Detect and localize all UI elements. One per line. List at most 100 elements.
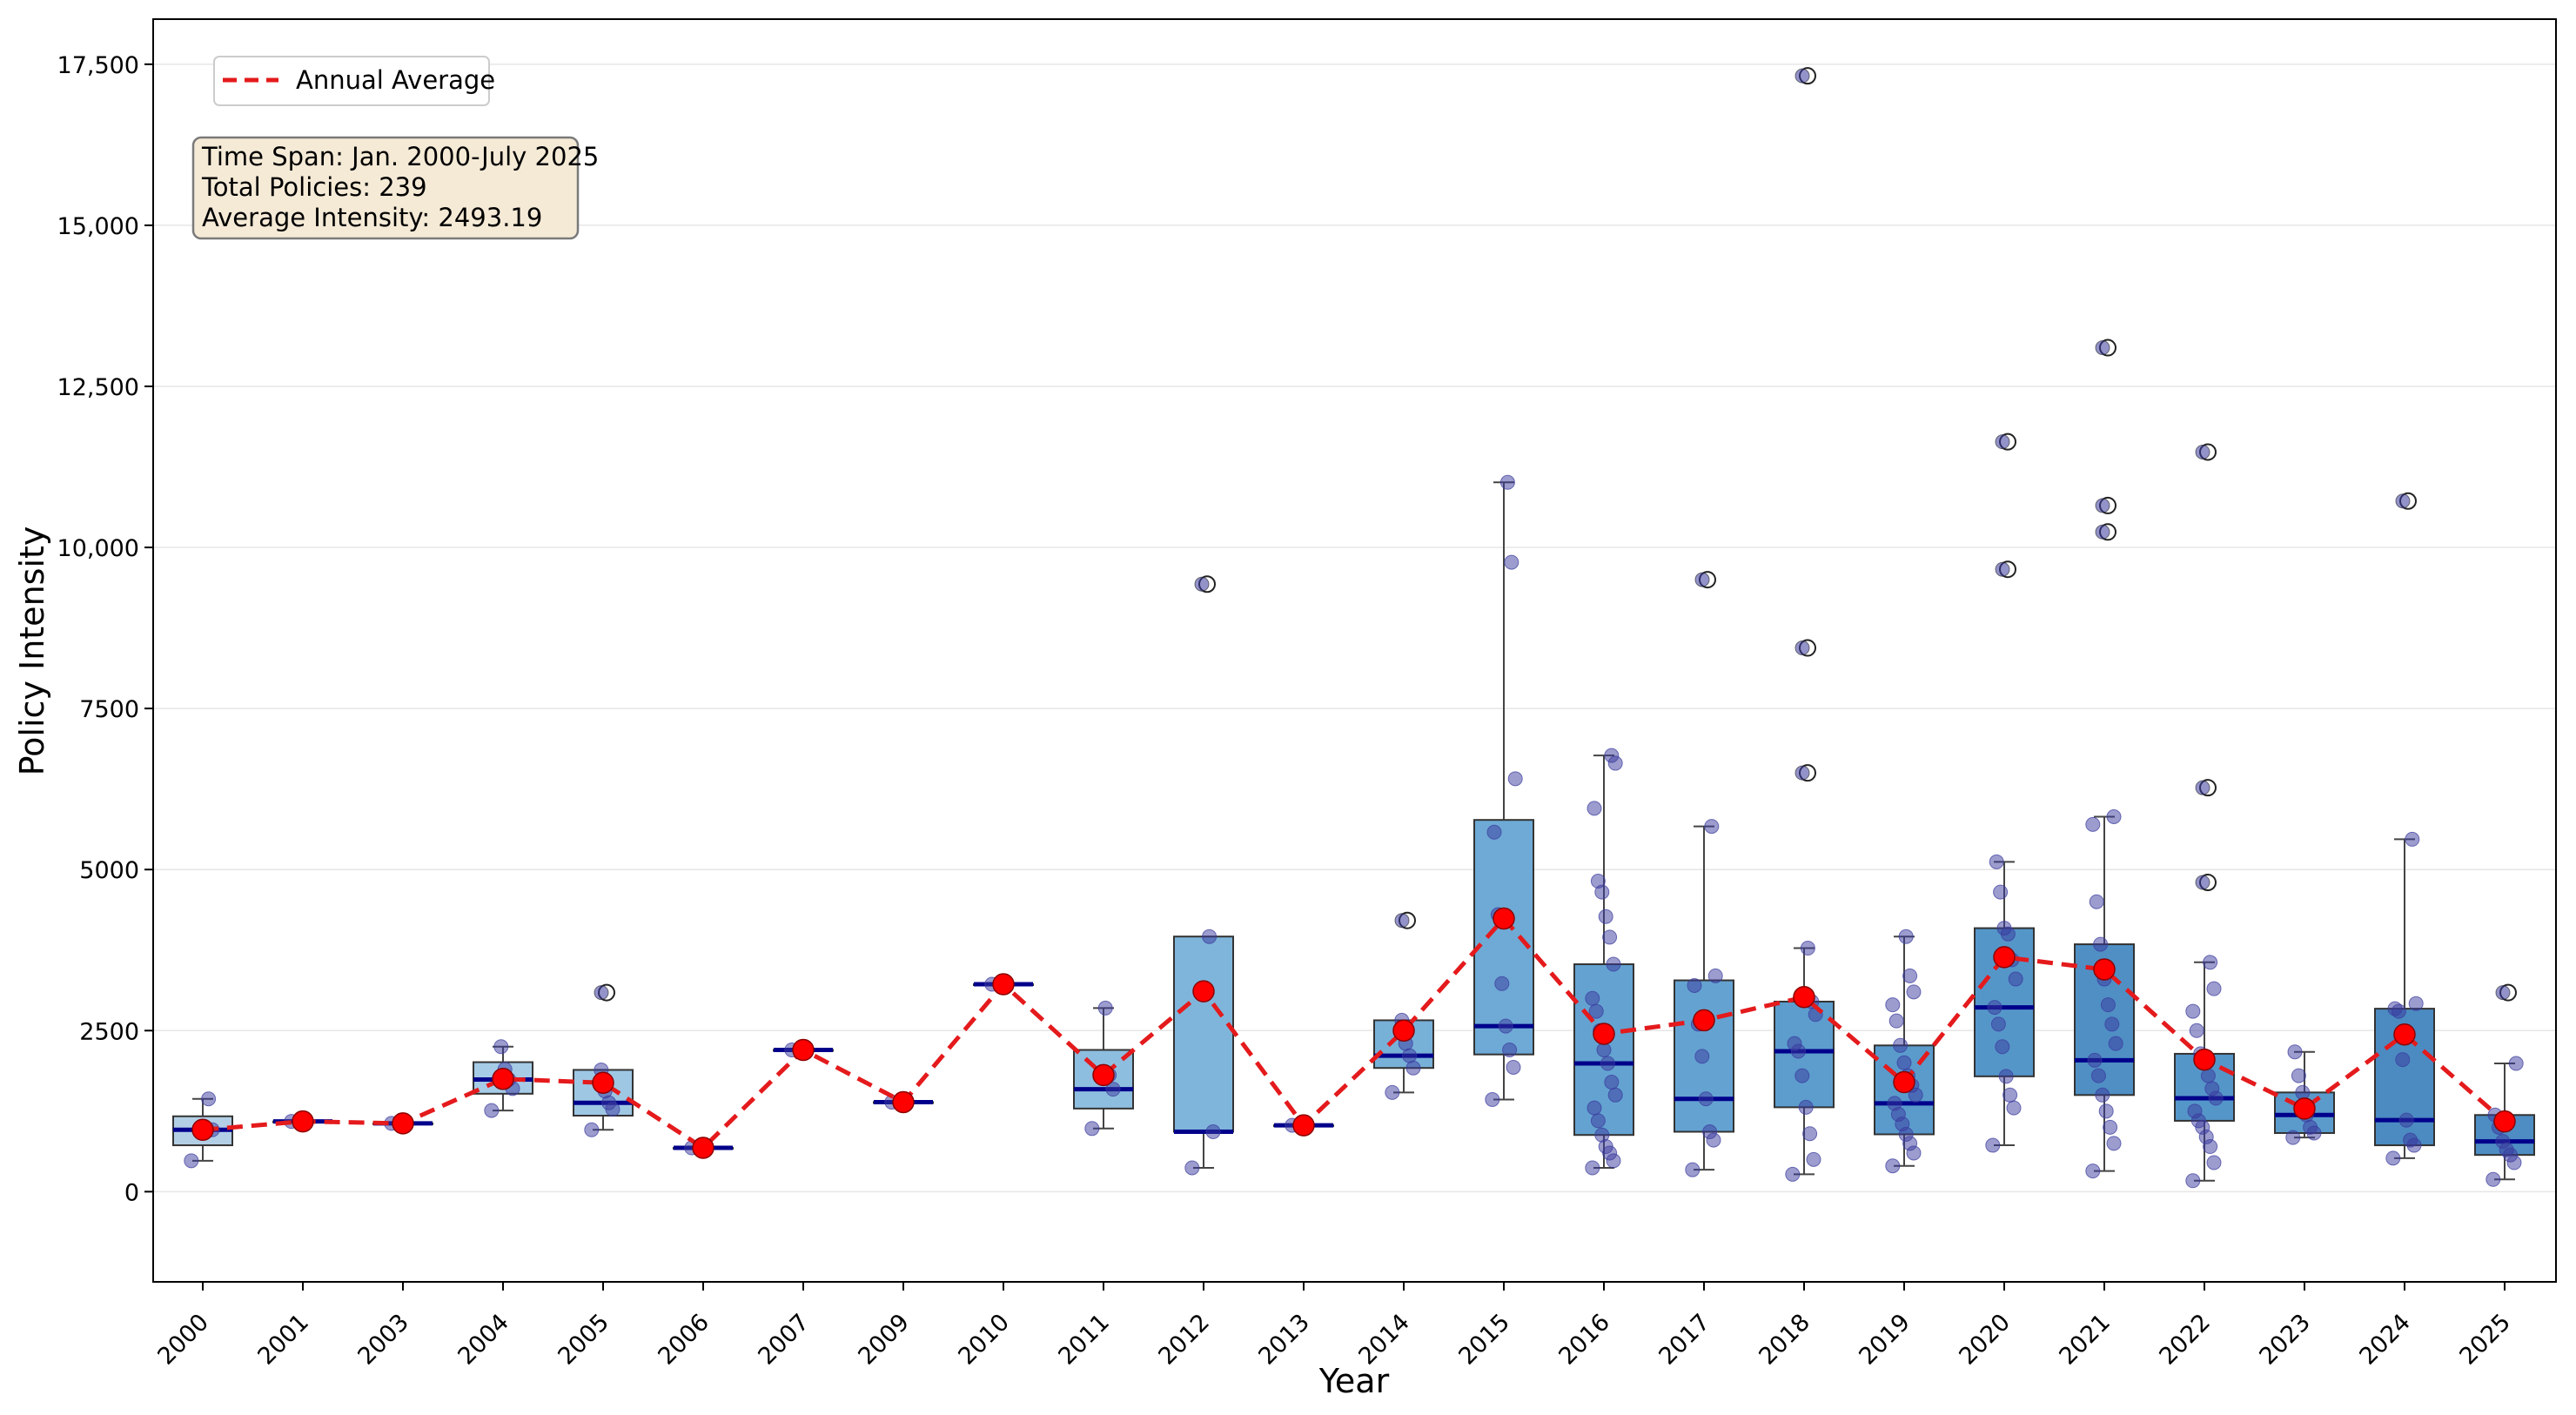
data-point [2006, 1100, 2022, 1116]
data-point [1906, 984, 1922, 1000]
data-point [1798, 1099, 1814, 1115]
data-point [1506, 1059, 1521, 1075]
data-point [1704, 819, 1720, 835]
data-point [1996, 921, 2012, 936]
plot-frame [152, 18, 2557, 1283]
average-marker [2493, 1110, 2516, 1133]
data-point [1885, 1158, 1901, 1174]
data-point [1202, 929, 1218, 944]
data-point [1498, 1018, 1513, 1034]
y-tick-label: 15,000 [57, 213, 139, 240]
data-point [2291, 1068, 2306, 1083]
data-point [1598, 909, 1613, 924]
data-point [1990, 1016, 2006, 1032]
data-point [2295, 1084, 2311, 1100]
y-tick-label: 2500 [79, 1018, 139, 1045]
data-point [1507, 771, 1523, 787]
outlier-point [1794, 765, 1810, 781]
data-point [2185, 1003, 2201, 1019]
y-axis-title: Policy Intensity [13, 526, 51, 776]
data-point [1590, 874, 1606, 889]
data-point [1985, 1137, 2001, 1153]
outlier-point [2095, 524, 2110, 540]
data-point [2206, 981, 2222, 996]
data-point [1105, 1082, 1121, 1097]
data-point [1794, 1068, 1810, 1083]
data-point [484, 1103, 500, 1118]
average-marker [2393, 1023, 2416, 1046]
data-point [1084, 1121, 1100, 1137]
data-point [1585, 990, 1600, 1006]
average-marker [492, 1068, 514, 1090]
data-point [2002, 1087, 2018, 1103]
y-tick-label: 10,000 [57, 535, 139, 562]
data-point [1405, 1060, 1421, 1076]
outlier-point [1194, 576, 1210, 592]
outlier-point [1394, 913, 1410, 929]
data-point [2100, 997, 2116, 1013]
average-marker [1993, 946, 2016, 969]
data-point [2485, 1171, 2501, 1187]
data-point [2103, 1119, 2118, 1135]
info-time-span: Time Span: Jan. 2000-July 2025 [201, 142, 599, 171]
info-average-intensity: Average Intensity: 2493.19 [202, 203, 542, 232]
data-point [2285, 1130, 2301, 1145]
data-point [1604, 1075, 1620, 1090]
data-point [1585, 1160, 1600, 1176]
data-point [1888, 1013, 1904, 1029]
data-point [1707, 968, 1723, 983]
average-marker [692, 1137, 714, 1159]
average-marker [1292, 1114, 1315, 1137]
data-point [1694, 1049, 1710, 1064]
average-marker [392, 1112, 414, 1135]
data-point [1606, 956, 1621, 972]
data-point [2187, 1103, 2203, 1119]
data-point [1687, 977, 1702, 993]
average-marker [992, 973, 1015, 996]
average-marker [2193, 1048, 2216, 1071]
average-marker [292, 1110, 314, 1133]
info-box: Time Span: Jan. 2000-July 2025 Total Pol… [191, 136, 599, 240]
data-point [1587, 801, 1602, 816]
data-point [1885, 997, 1901, 1013]
data-point [2108, 1036, 2123, 1051]
outlier-point [594, 985, 609, 1001]
data-point [1702, 1124, 1718, 1140]
data-point [1385, 1084, 1400, 1100]
data-point [1785, 1166, 1801, 1182]
data-point [2089, 894, 2104, 909]
data-point [2085, 1164, 2101, 1179]
data-point [2398, 1112, 2414, 1128]
data-point [2303, 1119, 2318, 1135]
data-point [2508, 1056, 2524, 1071]
data-point [1898, 929, 1914, 944]
data-point [1893, 1037, 1909, 1053]
data-point [1685, 1162, 1701, 1177]
data-point [2093, 936, 2109, 952]
outlier-point [2195, 875, 2210, 890]
data-point [1499, 474, 1515, 490]
data-point [1998, 1069, 2014, 1084]
outlier-point [1694, 572, 1710, 587]
x-axis-title: Year [1318, 1362, 1390, 1400]
average-marker [1793, 986, 1815, 1009]
data-point [2204, 1081, 2220, 1096]
data-point [2185, 1173, 2201, 1189]
data-point [584, 1122, 600, 1137]
box-iqr [1473, 819, 1534, 1056]
data-point [493, 1039, 509, 1055]
data-point [2495, 1134, 2511, 1150]
average-marker [1493, 907, 1515, 930]
data-point [1485, 1091, 1500, 1107]
annual-average-line [191, 907, 2516, 1159]
info-box-frame [191, 136, 580, 240]
outlier-point [1794, 640, 1810, 656]
average-marker [1392, 1019, 1415, 1043]
outlier-point [1794, 68, 1810, 84]
data-point [2090, 1068, 2106, 1083]
data-point [1607, 1087, 1623, 1103]
data-point [1806, 1151, 1821, 1167]
data-point [2405, 831, 2420, 847]
average-marker [592, 1071, 614, 1094]
